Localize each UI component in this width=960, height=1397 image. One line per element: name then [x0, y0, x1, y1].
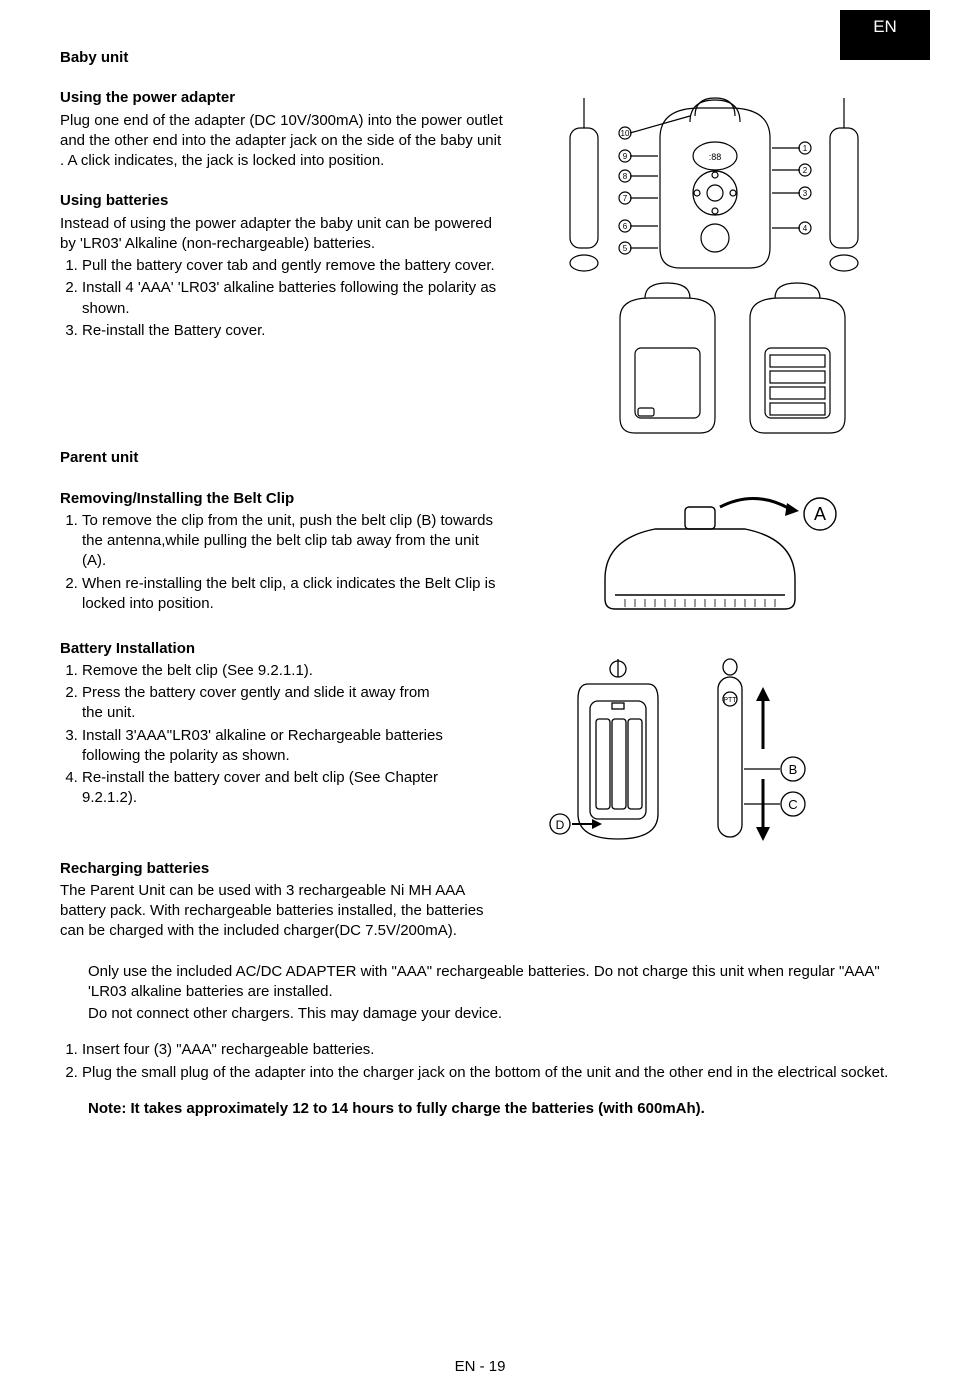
battery-install-step: Install 3'AAA''LR03' alkaline or Recharg… — [82, 726, 450, 767]
baby-unit-figure-col: :88 1 2 3 4 — [530, 88, 900, 448]
recharging-steps: Insert four (3) "AAA" rechargeable batte… — [60, 1040, 900, 1083]
baby-unit-title: Baby unit — [60, 48, 900, 68]
belt-clip-row: Removing/Installing the Belt Clip To rem… — [60, 489, 900, 629]
using-batteries-heading: Using batteries — [60, 191, 505, 211]
belt-clip-figure: A — [530, 489, 900, 629]
using-batteries-intro: Instead of using the power adapter the b… — [60, 214, 505, 255]
recharging-step: Insert four (3) "AAA" rechargeable batte… — [82, 1040, 900, 1060]
page-footer: EN - 19 — [0, 1357, 960, 1377]
svg-text:1: 1 — [803, 144, 808, 153]
svg-text:10: 10 — [621, 129, 630, 138]
language-badge: EN — [840, 10, 930, 60]
recharging-step: Plug the small plug of the adapter into … — [82, 1063, 900, 1083]
svg-text:PTT: PTT — [723, 697, 737, 704]
recharging-warning-line: Only use the included AC/DC ADAPTER with… — [88, 962, 900, 1003]
using-batteries-block: Using batteries Instead of using the pow… — [60, 191, 505, 341]
battery-install-step: Remove the belt clip (See 9.2.1.1). — [82, 661, 450, 681]
recharging-block: Recharging batteries The Parent Unit can… — [60, 859, 505, 942]
power-adapter-heading: Using the power adapter — [60, 88, 505, 108]
svg-text:4: 4 — [803, 224, 808, 233]
battery-install-illustration-icon: D PTT B — [528, 639, 848, 859]
svg-text:8: 8 — [623, 172, 628, 181]
belt-clip-text: Removing/Installing the Belt Clip To rem… — [60, 489, 505, 617]
power-adapter-text: Plug one end of the adapter (DC 10V/300m… — [60, 111, 505, 172]
svg-text:B: B — [788, 762, 797, 777]
baby-unit-illustration-icon: :88 1 2 3 4 — [540, 88, 890, 448]
page: EN Baby unit Using the power adapter Plu… — [0, 0, 960, 1397]
belt-clip-step: To remove the clip from the unit, push t… — [82, 511, 505, 572]
baby-unit-text-col: Using the power adapter Plug one end of … — [60, 88, 505, 361]
recharging-note-block: Note: It takes approximately 12 to 14 ho… — [88, 1099, 900, 1119]
battery-install-text: Battery Installation Remove the belt cli… — [60, 639, 450, 811]
using-batteries-step: Install 4 'AAA' 'LR03' alkaline batterie… — [82, 278, 505, 319]
recharging-note: Note: It takes approximately 12 to 14 ho… — [88, 1099, 900, 1119]
recharging-warning: Only use the included AC/DC ADAPTER with… — [88, 962, 900, 1025]
svg-text:9: 9 — [623, 152, 628, 161]
recharging-text: The Parent Unit can be used with 3 recha… — [60, 881, 505, 942]
battery-install-row: Battery Installation Remove the belt cli… — [60, 639, 900, 859]
svg-text:A: A — [814, 504, 826, 524]
battery-install-step: Re-install the battery cover and belt cl… — [82, 768, 450, 809]
battery-install-figure: D PTT B — [475, 639, 900, 859]
using-batteries-step: Re-install the Battery cover. — [82, 321, 505, 341]
svg-text:D: D — [555, 818, 564, 832]
belt-clip-steps: To remove the clip from the unit, push t… — [60, 511, 505, 614]
using-batteries-steps: Pull the battery cover tab and gently re… — [60, 256, 505, 341]
using-batteries-step: Pull the battery cover tab and gently re… — [82, 256, 505, 276]
belt-clip-illustration-icon: A — [575, 489, 855, 629]
parent-unit-title: Parent unit — [60, 448, 900, 468]
battery-install-heading: Battery Installation — [60, 639, 450, 659]
power-adapter-block: Using the power adapter Plug one end of … — [60, 88, 505, 171]
battery-install-step: Press the battery cover gently and slide… — [82, 683, 450, 724]
svg-text:5: 5 — [623, 244, 628, 253]
svg-text:C: C — [788, 797, 797, 812]
svg-text:7: 7 — [623, 194, 628, 203]
parent-unit-section: Parent unit — [60, 448, 900, 468]
recharging-warning-line: Do not connect other chargers. This may … — [88, 1004, 900, 1024]
belt-clip-heading: Removing/Installing the Belt Clip — [60, 489, 505, 509]
battery-install-steps: Remove the belt clip (See 9.2.1.1). Pres… — [60, 661, 450, 809]
belt-clip-step: When re-installing the belt clip, a clic… — [82, 574, 505, 615]
svg-text:6: 6 — [623, 222, 628, 231]
baby-unit-row: Using the power adapter Plug one end of … — [60, 88, 900, 448]
recharging-heading: Recharging batteries — [60, 859, 505, 879]
svg-text:2: 2 — [803, 166, 808, 175]
svg-text::88: :88 — [709, 152, 722, 162]
baby-unit-section: Baby unit — [60, 48, 900, 68]
svg-text:3: 3 — [803, 189, 808, 198]
